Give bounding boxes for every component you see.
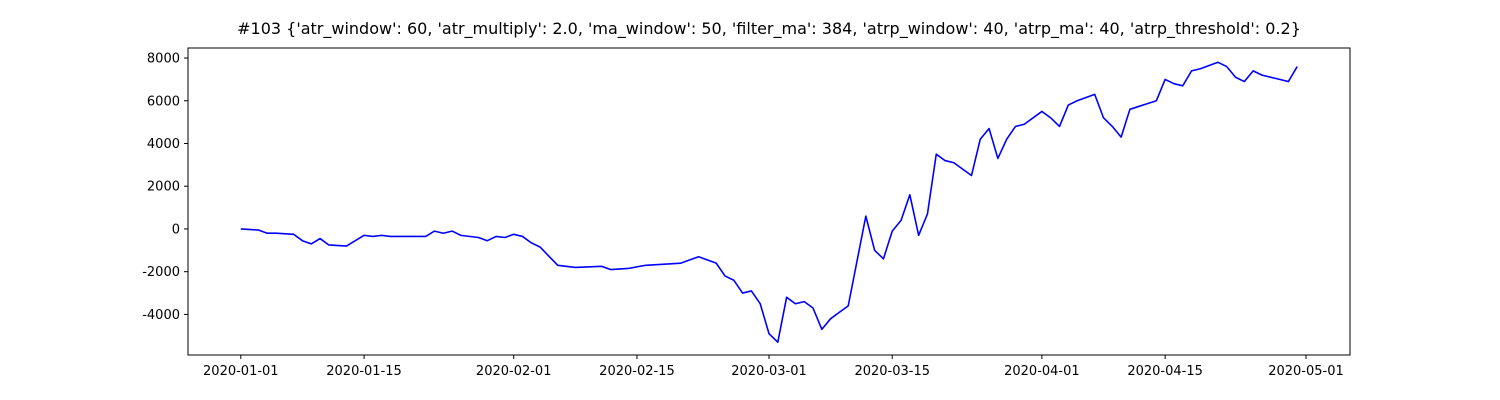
plot-frame xyxy=(187,47,1351,356)
x-tick-label: 2020-01-15 xyxy=(326,364,402,379)
x-tick-label: 2020-01-01 xyxy=(203,364,279,379)
x-tick-label: 2020-04-15 xyxy=(1127,364,1203,379)
y-tick-label: -2000 xyxy=(142,265,180,280)
y-tick-label: 0 xyxy=(172,222,180,237)
y-tick-label: -4000 xyxy=(142,308,180,323)
y-tick-label: 6000 xyxy=(147,94,180,109)
x-tick-label: 2020-02-15 xyxy=(599,364,675,379)
x-tick-label: 2020-03-01 xyxy=(731,364,807,379)
x-tick-label: 2020-02-01 xyxy=(476,364,552,379)
chart-title: #103 {'atr_window': 60, 'atr_multiply': … xyxy=(237,19,1301,39)
series-line xyxy=(240,61,1298,343)
y-tick-label: 4000 xyxy=(147,137,180,152)
y-tick-label: 2000 xyxy=(147,180,180,195)
x-tick-label: 2020-05-01 xyxy=(1268,364,1344,379)
x-tick-label: 2020-03-15 xyxy=(854,364,930,379)
x-tick-label: 2020-04-01 xyxy=(1004,364,1080,379)
y-tick-label: 8000 xyxy=(147,52,180,67)
